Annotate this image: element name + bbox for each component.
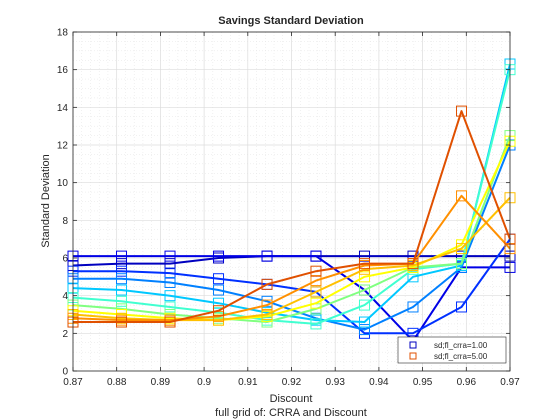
data-point-marker: [213, 284, 225, 296]
data-point-marker: [116, 295, 128, 307]
y-tick-labels: 0 2 4 6 8 10 12 14 16 18: [57, 28, 69, 378]
x-tick-label: 0.92: [282, 377, 302, 388]
data-point-marker: [310, 265, 322, 277]
legend-marker: [409, 341, 417, 349]
x-tick-label: 0.87: [63, 377, 83, 388]
series-10: [67, 105, 516, 328]
data-point-marker: [455, 258, 467, 270]
data-point-marker: [358, 271, 370, 283]
data-point-marker: [310, 250, 322, 262]
data-point-marker: [261, 299, 273, 311]
data-point-marker: [358, 316, 370, 328]
data-point-marker: [407, 271, 419, 283]
data-point-marker: [455, 301, 467, 313]
data-point-marker: [407, 301, 419, 313]
y-axis-label: Standard Deviation: [40, 154, 52, 248]
x-tick-label: 0.89: [151, 377, 171, 388]
y-tick-label: 6: [62, 254, 68, 265]
data-point-marker: [116, 316, 128, 328]
data-point-marker: [164, 250, 176, 262]
series-line: [73, 255, 510, 342]
legend-marker: [409, 352, 417, 360]
y-tick-label: 2: [62, 329, 68, 340]
data-point-marker: [164, 267, 176, 279]
x-axis-label: Discount: [270, 393, 313, 405]
y-tick-label: 14: [57, 103, 69, 114]
data-point-marker: [310, 297, 322, 309]
series-line: [72, 135, 511, 323]
data-point-marker: [455, 190, 467, 202]
series-line: [72, 194, 511, 322]
chart-title: Savings Standard Deviation: [218, 15, 364, 27]
legend-label: sd;fl_crra=5.00: [434, 352, 488, 361]
legend-entries: sd;fl_crra=1.00 sd;fl_crra=5.00: [409, 341, 488, 361]
x-tick-label: 0.88: [107, 377, 127, 388]
data-point-marker: [358, 299, 370, 311]
data-point-marker: [164, 276, 176, 288]
data-point-marker: [213, 250, 225, 262]
data-point-marker: [310, 275, 322, 287]
data-point-marker: [116, 273, 128, 285]
y-tick-label: 4: [62, 291, 68, 302]
data-point-marker: [407, 258, 419, 270]
x-tick-label: 0.9: [197, 377, 211, 388]
y-tick-label: 18: [57, 28, 69, 39]
x-tick-label: 0.93: [325, 377, 345, 388]
figure-caption: full grid of: CRRA and Discount: [215, 407, 367, 419]
data-point-marker: [455, 243, 467, 255]
x-tick-label: 0.95: [413, 377, 433, 388]
data-point-marker: [164, 258, 176, 270]
data-point-marker: [358, 250, 370, 262]
y-tick-label: 10: [57, 178, 69, 189]
data-point-marker: [358, 284, 370, 296]
tick-layer: [72, 31, 511, 372]
data-point-marker: [213, 305, 225, 317]
data-point-marker: [213, 297, 225, 309]
data-point-marker: [310, 318, 322, 330]
data-point-marker: [116, 284, 128, 296]
y-tick-label: 16: [57, 65, 69, 76]
x-tick-label: 0.96: [457, 377, 477, 388]
x-tick-labels: 0.87 0.88 0.89 0.9 0.91 0.92 0.93 0.94 0.95 0.96 0…: [63, 377, 520, 388]
series-line: [73, 110, 511, 323]
data-point-marker: [213, 273, 225, 285]
data-point-marker: [116, 265, 128, 277]
y-tick-label: 12: [57, 141, 69, 152]
data-point-marker: [310, 286, 322, 298]
data-point-marker: [455, 105, 467, 117]
y-tick-label: 8: [62, 216, 68, 227]
data-point-marker: [358, 258, 370, 270]
data-point-marker: [116, 250, 128, 262]
data-point-marker: [261, 278, 273, 290]
data-point-marker: [116, 258, 128, 270]
data-point-marker: [164, 290, 176, 302]
data-point-marker: [164, 316, 176, 328]
data-point-marker: [358, 324, 370, 336]
legend: sd;fl_crra=1.00 sd;fl_crra=5.00: [397, 336, 507, 364]
series-line: [73, 238, 511, 335]
legend-label: sd;fl_crra=1.00: [434, 341, 488, 350]
x-tick-label: 0.91: [238, 377, 258, 388]
data-point-marker: [261, 250, 273, 262]
x-tick-label: 0.94: [369, 377, 389, 388]
x-tick-label: 0.97: [500, 377, 520, 388]
data-point-marker: [261, 309, 273, 320]
y-tick-label: 0: [62, 367, 68, 378]
data-point-marker: [164, 301, 176, 313]
